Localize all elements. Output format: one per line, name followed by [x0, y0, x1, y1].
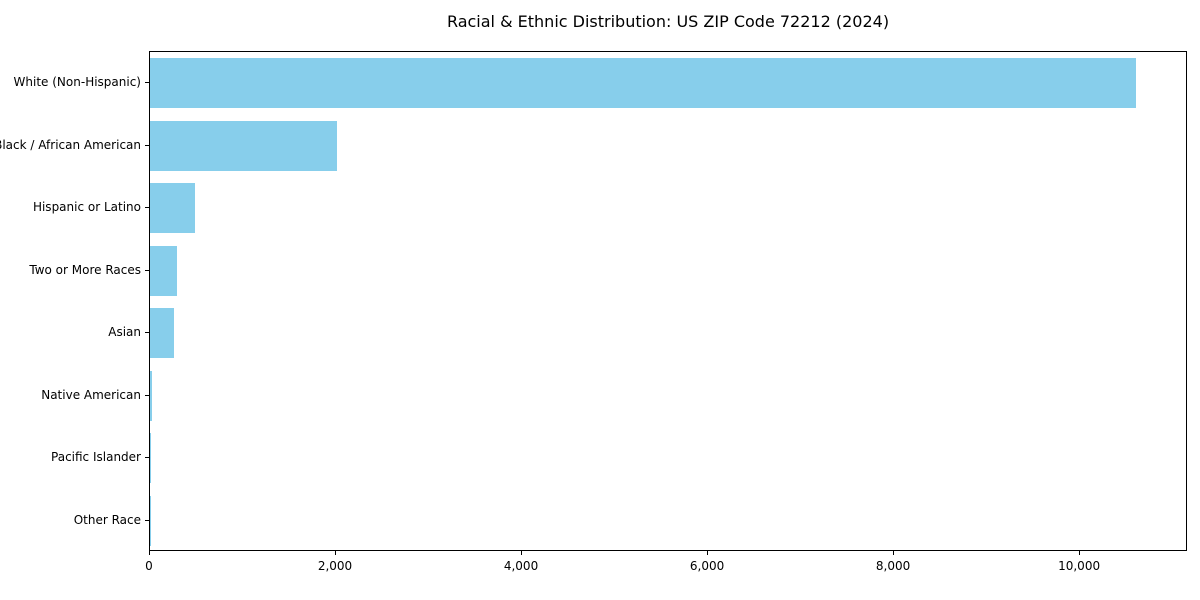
y-tick-label-pacific-islander: Pacific Islander [51, 450, 141, 465]
y-tick-mark [145, 82, 149, 83]
x-tick-mark [707, 551, 708, 555]
x-tick-mark [335, 551, 336, 555]
y-tick-label-hispanic-or-latino: Hispanic or Latino [32, 200, 141, 215]
x-tick-mark [521, 551, 522, 555]
y-tick-mark [145, 520, 149, 521]
y-tick-mark [145, 332, 149, 333]
y-tick-label-native-american: Native American [41, 387, 141, 402]
bar-asian [150, 308, 175, 359]
x-tick-mark [893, 551, 894, 555]
bar-hispanic-or-latino [150, 183, 195, 234]
x-tick-label: 6,000 [689, 559, 725, 573]
y-tick-label-white-non-hispanic: White (Non-Hispanic) [13, 75, 141, 90]
x-tick-label: 10,000 [1058, 559, 1101, 573]
y-tick-label-black-african-american: Black / African American [0, 137, 141, 152]
x-tick-mark [1079, 551, 1080, 555]
bar-pacific-islander [150, 433, 151, 484]
bar-white-non-hispanic [150, 58, 1136, 109]
bar-black-african-american [150, 120, 337, 171]
y-tick-mark [145, 270, 149, 271]
x-tick-label: 8,000 [875, 559, 911, 573]
y-tick-mark [145, 395, 149, 396]
y-tick-mark [145, 145, 149, 146]
x-tick-label: 0 [145, 559, 153, 573]
y-tick-label-other-race: Other Race [73, 512, 141, 527]
x-tick-mark [149, 551, 150, 555]
plot-area [149, 51, 1187, 551]
x-tick-label: 2,000 [317, 559, 353, 573]
y-tick-label-two-or-more-races: Two or More Races [29, 262, 141, 277]
x-tick-label: 4,000 [503, 559, 539, 573]
bar-two-or-more-races [150, 245, 177, 296]
bar-native-american [150, 370, 152, 421]
y-tick-mark [145, 207, 149, 208]
chart-title: Racial & Ethnic Distribution: US ZIP Cod… [446, 12, 890, 31]
y-tick-label-asian: Asian [108, 325, 141, 340]
y-tick-mark [145, 457, 149, 458]
